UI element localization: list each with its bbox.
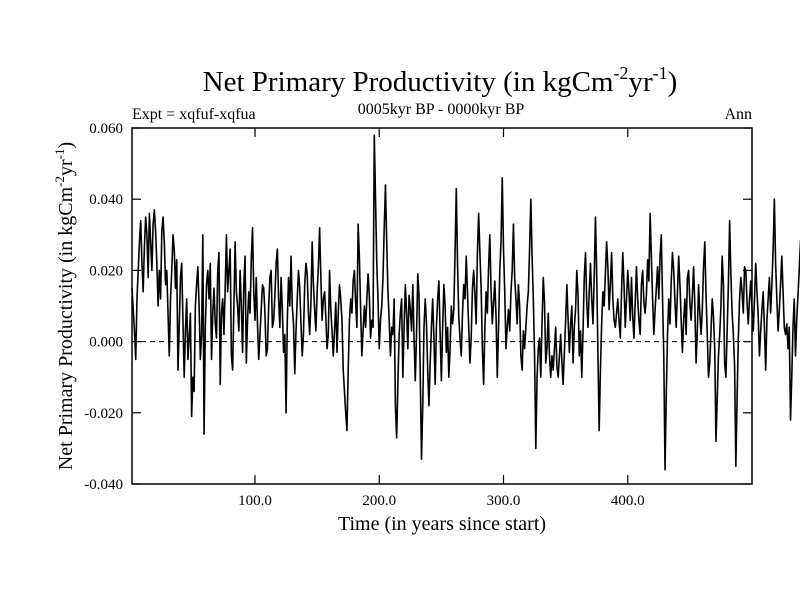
y-axis-label-sup1: -2 xyxy=(52,176,67,187)
season-label: Ann xyxy=(724,106,752,123)
x-axis-label: Time (in years since start) xyxy=(338,513,546,535)
x-tick-label: 300.0 xyxy=(487,493,521,509)
y-axis-label-end: ) xyxy=(55,142,77,149)
chart-title-end: ) xyxy=(668,66,678,98)
y-tick-label: -0.040 xyxy=(84,477,123,493)
period-subtitle: 0005kyr BP - 0000kyr BP xyxy=(358,101,525,118)
y-tick-label: 0.020 xyxy=(89,263,123,279)
x-tick-label: 400.0 xyxy=(611,493,645,509)
npp-series-line xyxy=(131,134,800,471)
y-tick-label: 0.000 xyxy=(89,335,123,351)
y-tick-label: -0.020 xyxy=(84,406,123,422)
y-axis-label-sup2: -1 xyxy=(52,149,67,160)
y-axis-label-mid: yr xyxy=(55,159,77,176)
x-tick-label: 100.0 xyxy=(238,493,272,509)
y-axis-ticks: -0.040 -0.020 0.000 0.020 0.040 0.060 xyxy=(84,121,752,493)
chart-title: Net Primary Productivity (in kgCm-2yr-1) xyxy=(203,63,678,98)
y-axis-label-main: Net Primary Productivity (in kgCm xyxy=(55,186,77,470)
x-axis-ticks: 100.0 200.0 300.0 400.0 xyxy=(238,128,645,509)
experiment-label: Expt = xqfuf-xqfua xyxy=(132,106,256,123)
y-axis-label: Net Primary Productivity (in kgCm-2yr-1) xyxy=(52,142,77,470)
chart-title-sup1: -2 xyxy=(613,63,628,83)
y-tick-label: 0.060 xyxy=(89,121,123,137)
plot-frame xyxy=(131,127,753,485)
chart-title-sup2: -1 xyxy=(653,63,668,83)
chart-title-main: Net Primary Productivity (in kgCm xyxy=(203,66,614,98)
y-tick-label: 0.040 xyxy=(89,192,123,208)
x-tick-label: 200.0 xyxy=(362,493,396,509)
chart-title-mid: yr xyxy=(628,66,653,98)
